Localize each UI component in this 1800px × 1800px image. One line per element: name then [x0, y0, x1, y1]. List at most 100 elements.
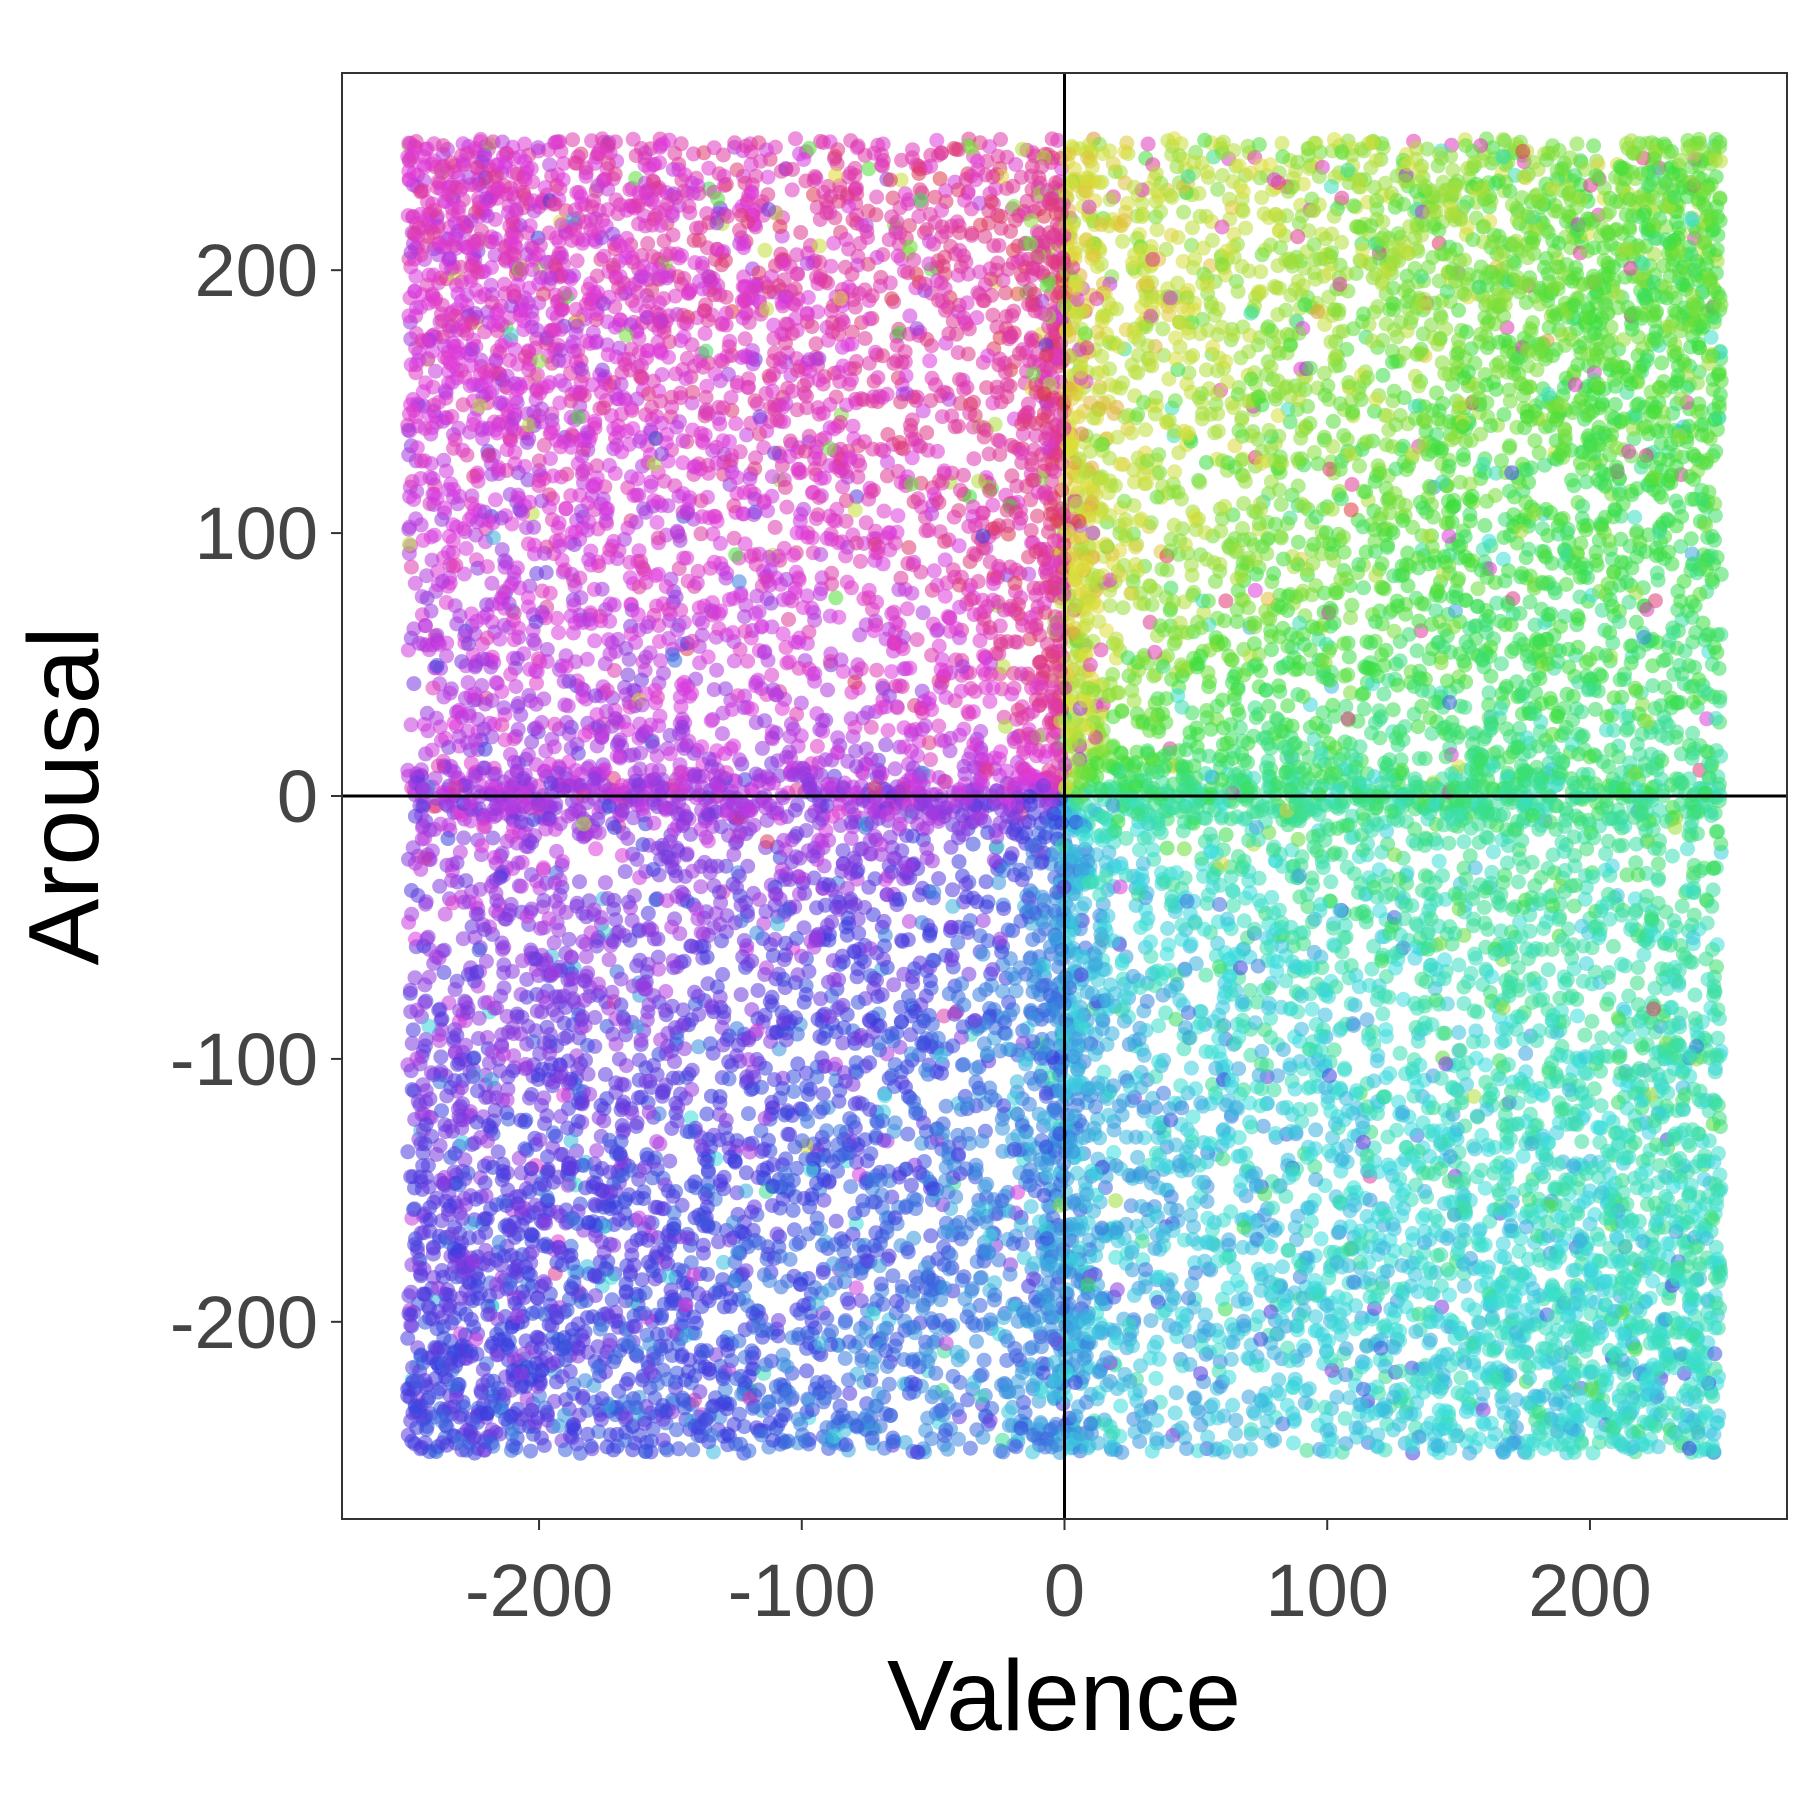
scatter-point — [1218, 827, 1234, 843]
scatter-point — [1138, 422, 1154, 438]
scatter-point — [728, 416, 744, 432]
scatter-point — [779, 499, 795, 515]
scatter-point — [565, 132, 581, 148]
scatter-point — [1299, 1442, 1315, 1458]
scatter-point — [922, 353, 938, 369]
scatter-point — [738, 1165, 754, 1181]
scatter-point — [1594, 1030, 1610, 1046]
scatter-point — [1008, 157, 1024, 172]
scatter-point — [1570, 1008, 1585, 1024]
scatter-point — [1680, 841, 1695, 857]
scatter-point — [1308, 1122, 1324, 1138]
scatter-point — [1510, 874, 1526, 890]
scatter-point — [1541, 320, 1557, 335]
scatter-point — [1280, 698, 1296, 714]
scatter-point — [1115, 600, 1131, 616]
scatter-point — [1194, 411, 1210, 427]
scatter-point — [869, 189, 885, 205]
scatter-point — [1456, 834, 1472, 850]
scatter-point — [1294, 1021, 1309, 1037]
scatter-point — [1290, 831, 1306, 847]
scatter-point — [1356, 580, 1371, 596]
scatter-point — [1118, 830, 1134, 846]
scatter-point — [843, 830, 859, 846]
scatter-point — [1130, 1149, 1146, 1165]
scatter-point — [1451, 1025, 1467, 1040]
scatter-point — [1199, 1194, 1215, 1209]
scatter-point — [1113, 1398, 1129, 1414]
scatter-point — [701, 160, 717, 176]
scatter-point — [951, 854, 967, 870]
scatter-point — [1428, 603, 1444, 619]
scatter-point — [1166, 1290, 1182, 1306]
scatter-point — [1304, 870, 1320, 886]
scatter-point — [880, 723, 896, 738]
scatter-point — [869, 662, 885, 678]
scatter-point — [901, 540, 917, 556]
scatter-point — [843, 1179, 859, 1195]
scatter-point — [1108, 1193, 1124, 1209]
scatter-point — [447, 982, 463, 997]
scatter-point — [839, 574, 855, 590]
scatter-point — [671, 1441, 687, 1457]
scatter-point — [1227, 1426, 1243, 1442]
scatter-point — [926, 563, 942, 579]
scatter-point — [572, 487, 588, 503]
scatter-point — [1578, 474, 1594, 490]
scatter-point — [588, 841, 604, 857]
scatter-point — [1524, 854, 1540, 870]
scatter-point — [848, 1280, 864, 1296]
scatter-point — [1186, 1219, 1201, 1235]
scatter-point — [519, 972, 535, 987]
scatter-point — [943, 919, 959, 935]
scatter-point — [931, 871, 947, 887]
scatter-point — [1184, 220, 1200, 236]
scatter-point — [723, 390, 739, 406]
scatter-point — [1584, 1013, 1600, 1029]
scatter-point — [551, 625, 566, 641]
scatter-point — [901, 914, 917, 929]
scatter-point — [1254, 247, 1270, 263]
scatter-point — [709, 662, 725, 678]
scatter-point — [1159, 840, 1175, 856]
scatter-point — [1176, 841, 1192, 857]
scatter-point — [982, 693, 998, 709]
scatter-point — [886, 977, 902, 993]
scatter-point — [1275, 1259, 1290, 1275]
scatter-point — [589, 1143, 605, 1159]
scatter-point — [1238, 220, 1254, 236]
scatter-point — [788, 131, 803, 147]
scatter-point — [870, 370, 886, 386]
scatter-point — [1495, 1236, 1511, 1252]
scatter-point — [1145, 842, 1161, 858]
scatter-point — [838, 493, 854, 509]
scatter-point — [1167, 1405, 1183, 1421]
scatter-point — [1375, 367, 1391, 383]
scatter-point — [1654, 355, 1670, 371]
scatter-point — [1241, 1389, 1257, 1405]
scatter-point — [1198, 967, 1214, 983]
scatter-point — [406, 676, 422, 692]
scatter-point — [1030, 508, 1045, 524]
scatter-point — [443, 1149, 459, 1165]
scatter-point — [1664, 848, 1680, 864]
scatter-point — [1274, 135, 1290, 151]
scatter-point — [1607, 397, 1623, 412]
scatter-point — [508, 679, 524, 694]
scatter-point — [1155, 321, 1171, 337]
scatter-point — [976, 1352, 992, 1368]
scatter-point — [1344, 597, 1360, 613]
points-layer — [400, 131, 1729, 1461]
scatter-point — [1184, 567, 1200, 583]
scatter-point — [809, 738, 825, 754]
scatter-point — [524, 734, 540, 750]
scatter-point — [739, 427, 755, 443]
scatter-point — [587, 633, 603, 649]
scatter-point — [986, 238, 1002, 254]
scatter-point — [904, 585, 920, 601]
scatter-point — [785, 1202, 801, 1218]
scatter-point — [496, 957, 512, 973]
scatter-point — [1630, 960, 1646, 975]
scatter-point — [1653, 489, 1669, 505]
